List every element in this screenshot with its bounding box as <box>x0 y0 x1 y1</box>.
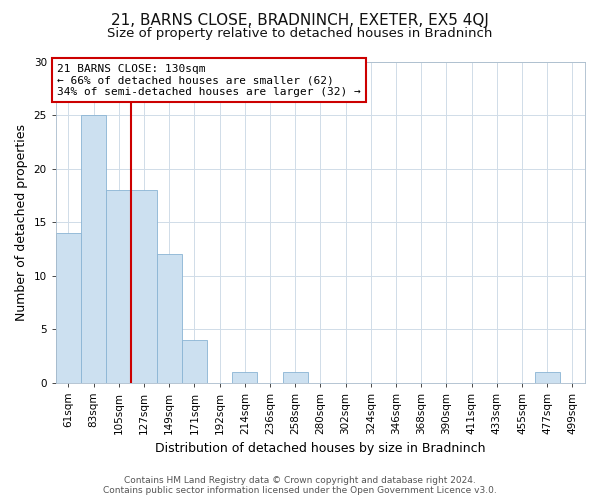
Bar <box>182 340 207 382</box>
Text: 21, BARNS CLOSE, BRADNINCH, EXETER, EX5 4QJ: 21, BARNS CLOSE, BRADNINCH, EXETER, EX5 … <box>111 12 489 28</box>
Y-axis label: Number of detached properties: Number of detached properties <box>15 124 28 320</box>
Text: Contains HM Land Registry data © Crown copyright and database right 2024.
Contai: Contains HM Land Registry data © Crown c… <box>103 476 497 495</box>
Bar <box>106 190 131 382</box>
Text: Size of property relative to detached houses in Bradninch: Size of property relative to detached ho… <box>107 28 493 40</box>
Bar <box>535 372 560 382</box>
Bar <box>56 232 81 382</box>
Bar <box>157 254 182 382</box>
Bar <box>283 372 308 382</box>
Bar <box>81 115 106 382</box>
Text: 21 BARNS CLOSE: 130sqm
← 66% of detached houses are smaller (62)
34% of semi-det: 21 BARNS CLOSE: 130sqm ← 66% of detached… <box>57 64 361 97</box>
Bar <box>131 190 157 382</box>
X-axis label: Distribution of detached houses by size in Bradninch: Distribution of detached houses by size … <box>155 442 485 455</box>
Bar <box>232 372 257 382</box>
